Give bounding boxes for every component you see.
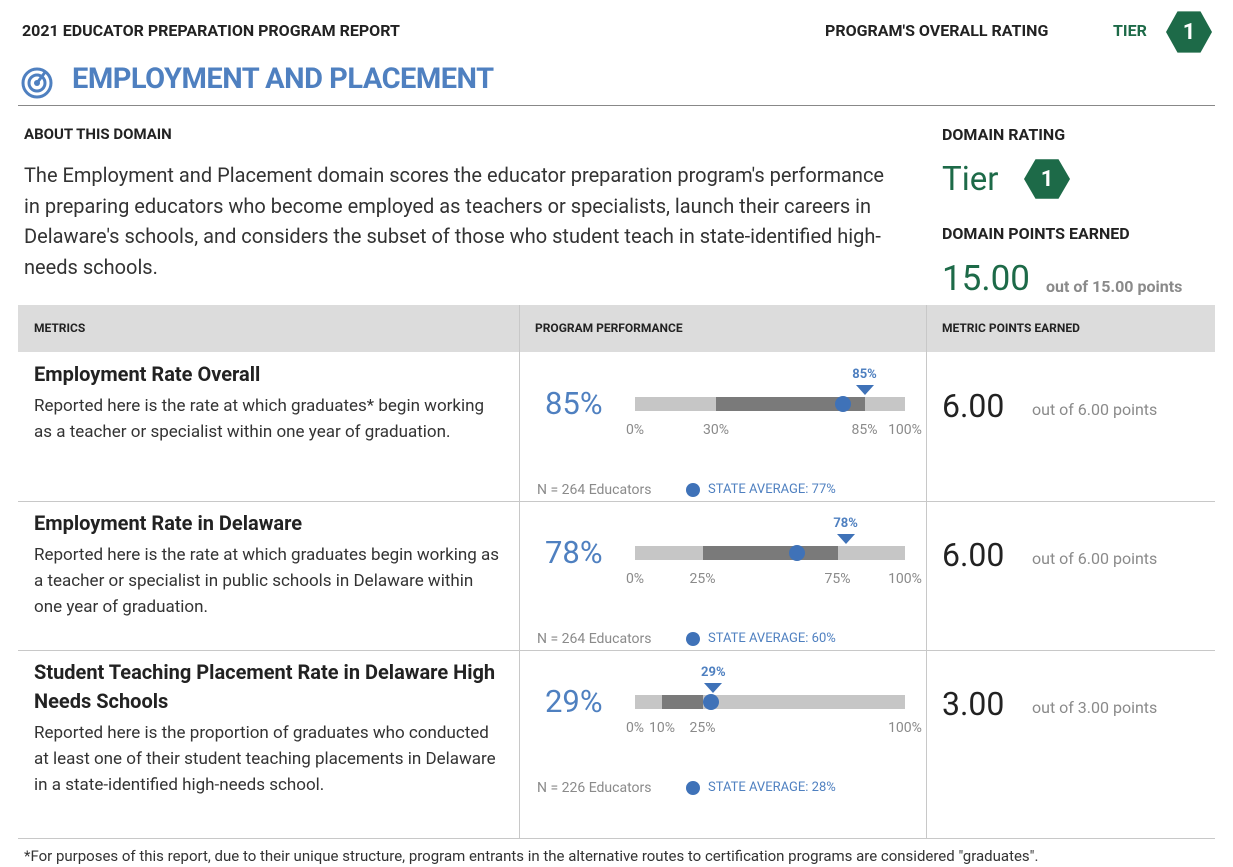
- domain-points-out-of: out of 15.00 points: [1046, 277, 1183, 296]
- performance-marker-label: 78%: [833, 516, 858, 531]
- metric-description: Reported here is the rate at which gradu…: [34, 545, 500, 617]
- state-average-dot: [702, 694, 719, 710]
- performance-marker: [855, 385, 874, 395]
- metric-points: 6.00: [942, 536, 1005, 574]
- column-divider: [519, 305, 520, 838]
- n-count: N = 264 Educators: [537, 631, 652, 647]
- metric-points-out-of: out of 3.00 points: [1032, 698, 1158, 717]
- column-header: METRICS: [34, 321, 86, 335]
- points-heading: DOMAIN POINTS EARNED: [942, 224, 1130, 243]
- tick-label: 0%: [625, 571, 645, 587]
- metric-name: Employment Rate in Delaware: [34, 511, 303, 535]
- state-average-label: STATE AVERAGE: 77%: [708, 482, 836, 497]
- bar-band: [662, 695, 703, 709]
- row-divider: [18, 650, 1215, 651]
- performance-marker-label: 29%: [701, 665, 726, 680]
- legend-dot: [686, 483, 700, 497]
- metric-name: Student Teaching Placement Rate in Delaw…: [34, 660, 496, 713]
- state-average-dot: [789, 545, 805, 561]
- metric-name: Employment Rate Overall: [34, 362, 261, 386]
- tick-label: 75%: [824, 571, 851, 587]
- n-count: N = 226 Educators: [537, 780, 652, 796]
- tier-label: TIER: [1113, 21, 1147, 40]
- metric-points: 6.00: [942, 387, 1005, 425]
- about-text: The Employment and Placement domain scor…: [24, 163, 885, 279]
- legend-dot: [686, 781, 700, 795]
- domain-points: 15.00: [942, 258, 1030, 299]
- metric-points-out-of: out of 6.00 points: [1032, 400, 1158, 419]
- tick-label: 25%: [689, 571, 716, 587]
- state-average-dot: [834, 396, 851, 412]
- table-header: [18, 305, 1215, 352]
- tick-label: 25%: [689, 720, 716, 736]
- row-divider: [18, 501, 1215, 502]
- column-divider: [926, 305, 927, 838]
- table-bottom: [18, 838, 1215, 839]
- overall-rating-label: PROGRAM'S OVERALL RATING: [825, 21, 1049, 40]
- tick-label: 0%: [625, 720, 645, 736]
- metric-points: 3.00: [942, 685, 1005, 723]
- tick-label: 10%: [649, 720, 675, 736]
- bar-band: [716, 397, 865, 411]
- rating-label: Tier: [942, 160, 999, 199]
- tick-label: 0%: [625, 422, 645, 438]
- tick-label: 30%: [703, 422, 729, 438]
- tick-label: 100%: [888, 422, 922, 438]
- domain-icon: [21, 67, 53, 99]
- bar-track: [635, 695, 905, 709]
- tick-label: 100%: [888, 571, 922, 587]
- footnote: *For purposes of this report, due to the…: [24, 847, 1039, 865]
- bar-band: [702, 546, 838, 560]
- title-rule: [18, 105, 1215, 106]
- state-average-label: STATE AVERAGE: 60%: [708, 631, 836, 646]
- performance-value: 85%: [545, 385, 603, 422]
- performance-marker: [836, 534, 855, 544]
- rating-heading: DOMAIN RATING: [942, 125, 1066, 144]
- tier-badge: 1: [1166, 11, 1212, 53]
- column-header: PROGRAM PERFORMANCE: [535, 321, 683, 335]
- state-average-label: STATE AVERAGE: 28%: [708, 780, 836, 795]
- performance-value: 29%: [545, 683, 603, 720]
- report-title: 2021 EDUCATOR PREPARATION PROGRAM REPORT: [22, 21, 400, 40]
- tick-label: 85%: [851, 422, 878, 438]
- metric-points-out-of: out of 6.00 points: [1032, 549, 1158, 568]
- metric-description: Reported here is the proportion of gradu…: [34, 723, 496, 795]
- metric-description: Reported here is the rate at which gradu…: [34, 396, 485, 442]
- tick-label: 100%: [888, 720, 922, 736]
- n-count: N = 264 Educators: [537, 482, 652, 498]
- about-heading: ABOUT THIS DOMAIN: [24, 125, 172, 143]
- domain-title: EMPLOYMENT AND PLACEMENT: [72, 62, 494, 96]
- rating-badge: 1: [1024, 159, 1070, 199]
- performance-value: 78%: [545, 534, 603, 571]
- performance-marker-label: 85%: [852, 367, 877, 382]
- performance-marker: [704, 683, 723, 693]
- legend-dot: [686, 632, 700, 646]
- column-header: METRIC POINTS EARNED: [942, 321, 1080, 335]
